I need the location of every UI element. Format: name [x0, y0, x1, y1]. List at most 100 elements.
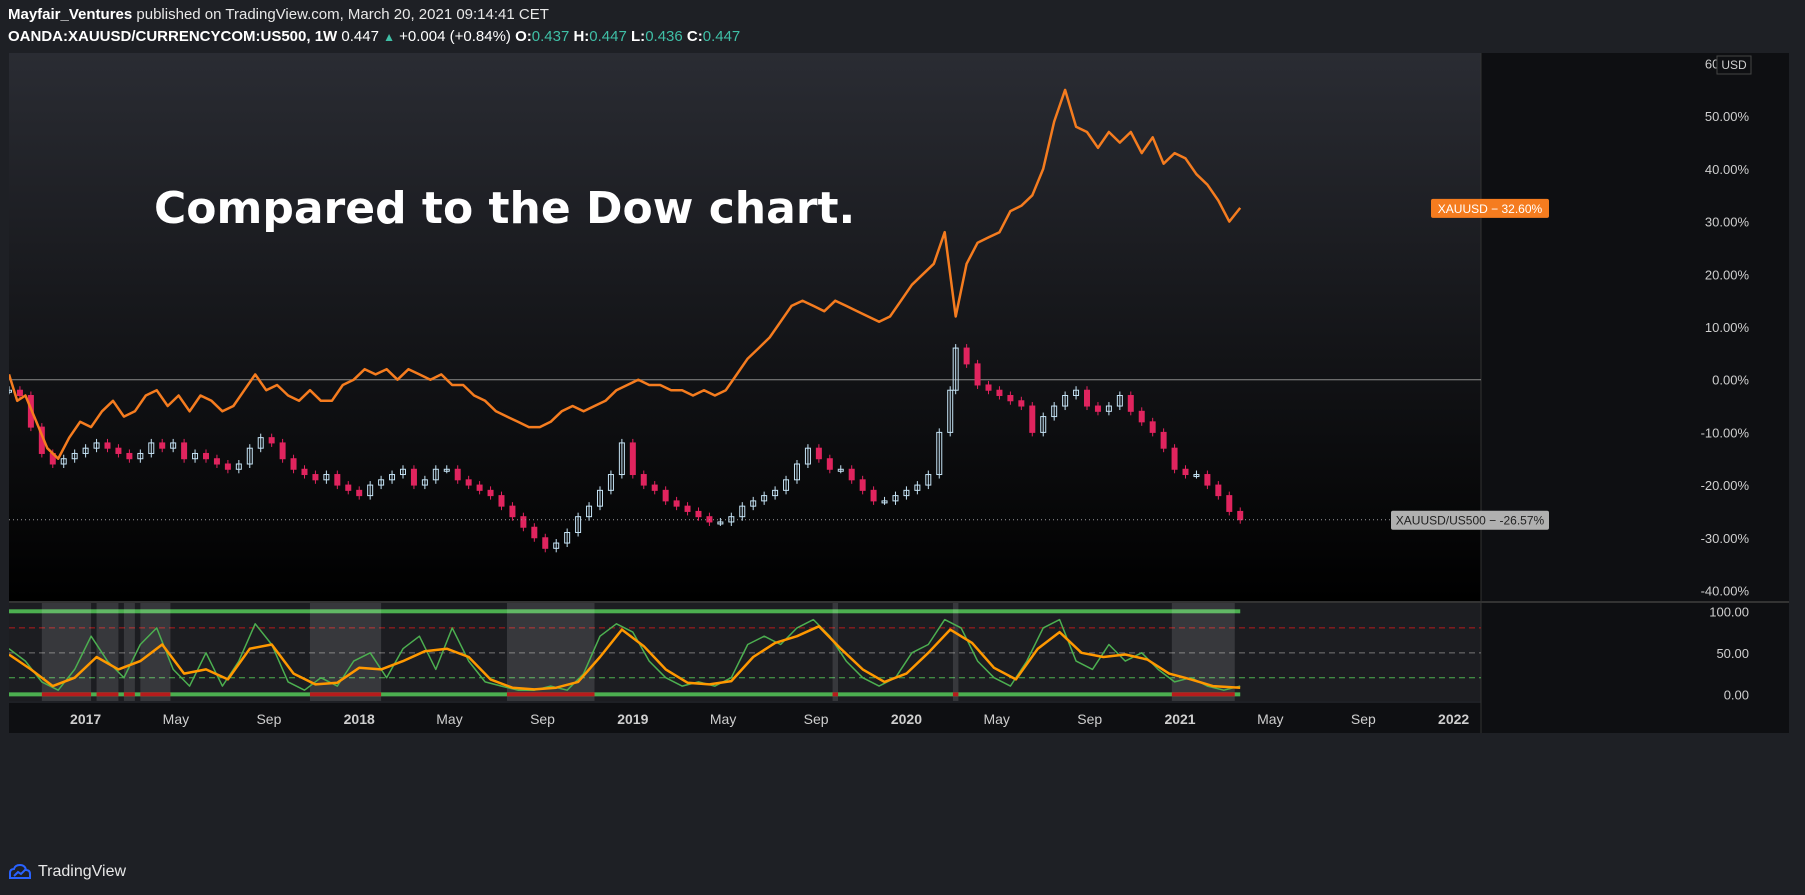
osc-shade: [96, 603, 119, 701]
osc-red-segment: [96, 692, 119, 697]
candle-body: [16, 389, 23, 397]
candle-body: [389, 474, 396, 481]
candle-body: [651, 484, 658, 491]
chart-svg[interactable]: 60.00%50.00%40.00%30.00%20.00%10.00%0.00…: [9, 53, 1789, 848]
y-tick-label: -30.00%: [1701, 531, 1750, 546]
candle-body: [1193, 474, 1200, 478]
osc-red-segment: [309, 692, 382, 697]
gold-price-label: XAUUSD − 32.60%: [1438, 202, 1543, 216]
candle-body: [1073, 389, 1080, 397]
candle-body: [870, 489, 877, 502]
candle-body: [542, 537, 549, 549]
candle-body: [837, 468, 844, 472]
candle-body: [410, 468, 417, 486]
candle-body: [914, 484, 921, 491]
osc-red-segment: [506, 692, 595, 697]
x-tick-label: 2021: [1164, 711, 1195, 727]
x-tick-label: Sep: [256, 711, 281, 727]
candle-body: [170, 442, 177, 449]
candle-body: [553, 542, 560, 549]
interval-label: 1W: [314, 28, 338, 45]
candle-body: [345, 484, 352, 491]
x-tick-label: Sep: [1077, 711, 1102, 727]
chart-area[interactable]: 60.00%50.00%40.00%30.00%20.00%10.00%0.00…: [9, 53, 1789, 848]
candle-body: [783, 479, 790, 491]
y-tick-label: 40.00%: [1705, 162, 1750, 177]
main-pane-background: [9, 53, 1481, 601]
osc-bottom-band: [9, 692, 1241, 697]
osc-red-segment: [832, 692, 839, 697]
candle-body: [772, 489, 779, 497]
candle-body: [1215, 484, 1222, 497]
candle-body: [356, 489, 363, 497]
x-tick-label: May: [983, 711, 1009, 727]
osc-y-tick-label: 50.00: [1716, 646, 1749, 661]
open-label: O:: [515, 28, 532, 45]
candle-body: [367, 484, 374, 497]
candle-body: [246, 447, 253, 465]
x-tick-label: 2019: [617, 711, 648, 727]
candle-body: [421, 479, 428, 486]
low-label: L:: [631, 28, 646, 45]
candle-body: [301, 468, 308, 476]
candle-body: [963, 347, 970, 365]
y-tick-label: -20.00%: [1701, 478, 1750, 493]
close-value: 0.447: [702, 28, 741, 45]
y-tick-label: 20.00%: [1705, 267, 1750, 282]
candle-body: [903, 489, 910, 497]
candle-body: [1094, 405, 1101, 412]
candle-body: [126, 452, 133, 460]
candle-body: [531, 526, 538, 539]
candle-body: [936, 431, 943, 476]
candle-body: [60, 458, 67, 465]
currency-box: [1716, 55, 1752, 75]
candle-body: [673, 500, 680, 507]
candle-body: [1018, 400, 1025, 407]
x-tick-label: 2018: [344, 711, 375, 727]
x-tick-label: May: [163, 711, 189, 727]
candle-body: [952, 347, 959, 391]
candle-body: [739, 505, 746, 518]
candle-body: [881, 500, 888, 504]
x-tick-label: 2020: [891, 711, 922, 727]
gold-series-line: [9, 88, 1242, 460]
author-name[interactable]: Mayfair_Ventures: [8, 6, 133, 23]
candle-body: [1138, 410, 1145, 423]
candle-body: [717, 521, 724, 525]
osc-y-tick-label: 0.00: [1724, 687, 1749, 702]
candle-body: [465, 479, 472, 486]
osc-shade: [123, 603, 135, 701]
y-tick-label: -10.00%: [1701, 425, 1750, 440]
currency-label: USD: [1721, 58, 1747, 72]
oscillator-pane-background: [9, 603, 1481, 701]
tradingview-logo-icon[interactable]: [8, 864, 32, 880]
candle-body: [662, 489, 669, 502]
change-value: +0.004 (+0.84%): [399, 28, 511, 45]
candle-body: [750, 500, 757, 507]
osc-red-segment: [1171, 692, 1235, 697]
x-tick-label: Sep: [1351, 711, 1376, 727]
y-tick-label: -40.00%: [1701, 583, 1750, 598]
candle-body: [596, 489, 603, 507]
y-tick-label: 50.00%: [1705, 109, 1750, 124]
candle-body: [629, 442, 636, 476]
candle-body: [323, 474, 330, 481]
candle-body: [586, 505, 593, 518]
candle-body: [476, 484, 483, 491]
symbol-name[interactable]: OANDA:XAUUSD/CURRENCYCOM:US500: [8, 28, 307, 45]
x-tick-label: May: [710, 711, 736, 727]
candle-body: [1116, 395, 1123, 407]
candle-body: [640, 474, 647, 486]
osc-red-segment: [123, 692, 135, 697]
candle-body: [684, 505, 691, 512]
time-axis-background: [9, 703, 1789, 733]
candle-body: [761, 495, 768, 502]
candle-body: [1051, 405, 1058, 418]
footer-brand: TradingView: [38, 863, 127, 880]
candle-body: [892, 495, 899, 502]
candle-body: [82, 447, 89, 454]
candle-body: [71, 452, 78, 460]
osc-red-segment: [140, 692, 171, 697]
candle-body: [1084, 389, 1091, 407]
candle-body: [1204, 474, 1211, 486]
